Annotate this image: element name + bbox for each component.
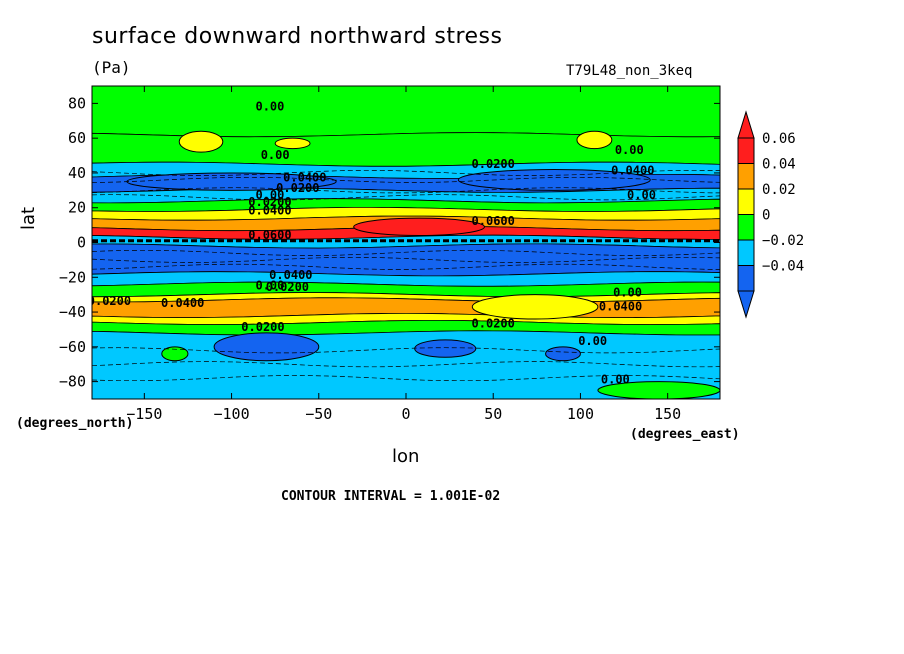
colorbar-segment: [737, 265, 755, 292]
contour-label: 0.0400: [161, 296, 204, 310]
contour-line: [92, 361, 720, 368]
contour-label: 0.0400: [248, 204, 291, 218]
y-tick-label: −80: [59, 373, 86, 391]
colorbar-label: 0.06: [762, 131, 796, 147]
contour-line: [92, 263, 720, 270]
chart-title: surface downward northward stress: [92, 24, 503, 49]
colorbar-min-arrow: [737, 290, 755, 319]
contour-line: [92, 194, 720, 201]
contour-label: 0.0200: [88, 294, 131, 308]
contour-line: [92, 249, 720, 256]
contour-label: 0.0200: [266, 280, 309, 294]
y-tick-label: −20: [59, 268, 86, 286]
x-tick-label: −150: [126, 405, 162, 423]
contour-label: 0.0400: [611, 164, 654, 178]
chart-units: (Pa): [92, 58, 131, 77]
contour-label: 0.0400: [283, 171, 326, 185]
y-tick-label: −60: [59, 338, 86, 356]
heatmap-feature: [274, 137, 311, 150]
contour-line: [92, 176, 720, 183]
x-tick-label: 150: [654, 405, 681, 423]
colorbar-segment: [737, 239, 755, 266]
colorbar-label: 0.04: [762, 157, 796, 173]
colorbar-segment: [737, 188, 755, 215]
contour-label: 0.00: [615, 143, 644, 157]
y-tick-label: 80: [68, 94, 86, 112]
x-tick-label: −50: [305, 405, 332, 423]
y-tick-label: 40: [68, 164, 86, 182]
x-tick-label: 0: [401, 405, 410, 423]
heatmap-feature: [414, 339, 477, 358]
contour-label: 0.00: [601, 372, 630, 386]
x-tick-label: −100: [213, 405, 249, 423]
contour-label: 0.0400: [599, 299, 642, 313]
contour-label: 0.0600: [472, 214, 515, 228]
heatmap-band: [92, 86, 720, 138]
contour-label: 0.00: [255, 188, 284, 202]
colorbar-max-arrow: [737, 110, 755, 139]
y-tick-label: 60: [68, 129, 86, 147]
contour-label: 0.00: [578, 334, 607, 348]
dataset-label: T79L48_non_3keq: [566, 63, 693, 79]
y-tick-label: 20: [68, 199, 86, 217]
heatmap-feature: [471, 294, 599, 320]
heatmap-feature: [213, 332, 320, 362]
contour-line: [92, 347, 720, 354]
contour-line: [92, 256, 720, 263]
contour-line: [92, 375, 720, 382]
heatmap-feature: [178, 130, 224, 153]
colorbar-segment: [737, 214, 755, 241]
heatmap-feature: [545, 346, 581, 362]
colorbar-label: 0.02: [762, 182, 796, 198]
contour-label: 0.0600: [248, 228, 291, 242]
x-tick-label: 50: [484, 405, 502, 423]
colorbar-label: −0.02: [762, 233, 804, 249]
heatmap-feature: [576, 130, 613, 150]
heatmap-feature: [161, 346, 189, 362]
colorbar-label: 0: [762, 208, 770, 224]
contour-label: 0.0200: [472, 157, 515, 171]
contour-line: [92, 187, 720, 194]
y-axis-label: lat: [18, 206, 39, 230]
y-tick-label: 0: [77, 234, 86, 252]
colorbar-segment: [737, 137, 755, 164]
contour-label: 0.0200: [472, 317, 515, 331]
heatmap-feature: [457, 168, 651, 191]
contour-label: 0.0200: [241, 320, 284, 334]
contour-line: [92, 169, 720, 176]
contour-label: 0.00: [255, 99, 284, 113]
x-units-label: (degrees_east): [630, 427, 740, 442]
x-axis-label: lon: [392, 446, 420, 467]
contour-label: 0.00: [261, 148, 290, 162]
contour-label: 0.00: [627, 188, 656, 202]
heatmap-band: [92, 243, 720, 277]
x-tick-label: 100: [567, 405, 594, 423]
contour-label: 0.0400: [269, 268, 312, 282]
y-tick-label: −40: [59, 303, 86, 321]
heatmap-feature: [353, 217, 486, 237]
contour-label: 0.00: [255, 278, 284, 292]
contour-label: 0.0200: [248, 195, 291, 209]
colorbar-label: −0.04: [762, 259, 804, 275]
y-units-label: (degrees_north): [16, 416, 134, 431]
colorbar-segment: [737, 163, 755, 190]
contour-label: 0.0200: [276, 181, 319, 195]
contour-interval-note: CONTOUR INTERVAL = 1.001E-02: [281, 489, 501, 504]
contour-label: 0.00: [613, 285, 642, 299]
